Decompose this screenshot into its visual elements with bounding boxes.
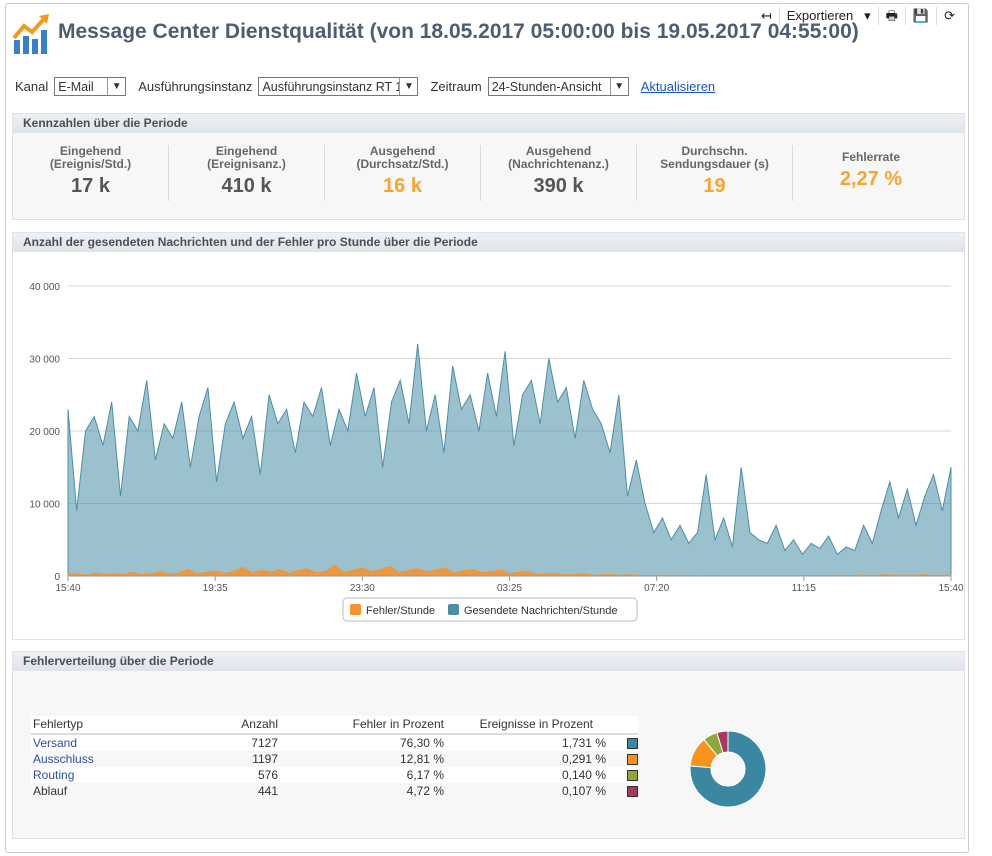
col-header: Ereignisse in Prozent <box>444 716 606 735</box>
error-type-link[interactable]: Versand <box>33 736 78 750</box>
col-header: Anzahl <box>186 716 278 735</box>
y-tick-label: 20 000 <box>29 427 60 438</box>
event-pct-cell: 0,291 % <box>561 752 606 766</box>
event-pct-cell: 0,107 % <box>561 784 606 798</box>
channel-value: E-Mail <box>58 79 94 94</box>
toolbar: ↤ Exportieren ▾ 🖶 💾 ⟳ <box>754 6 962 26</box>
legend-swatch <box>627 738 638 750</box>
legend-label[interactable]: Gesendete Nachrichten/Stunde <box>464 605 618 617</box>
kpi-label: Eingehend (Ereignisanz.) <box>207 144 286 171</box>
messages-chart: 0 10 000 20 000 30 000 40 000 15:40 19:35 23:30… <box>29 282 964 622</box>
channel-label: Kanal <box>15 79 49 94</box>
y-tick-label: 0 <box>54 572 60 583</box>
chart-panel-title: Anzahl der gesendeten Nachrichten und de… <box>13 233 964 252</box>
y-tick-label: 10 000 <box>29 500 60 511</box>
y-tick-label: 30 000 <box>29 355 60 366</box>
refresh-icon[interactable]: ⟳ <box>936 7 962 25</box>
kpi-value: 390 k <box>533 175 584 197</box>
x-tick-label: 15:40 <box>55 583 80 594</box>
back-icon[interactable]: ↤ <box>760 8 772 23</box>
table-row: Ausschluss 1197 12,81 % 0,291 % <box>31 751 638 767</box>
error-donut-chart <box>689 730 767 808</box>
col-header: Fehler in Prozent <box>278 716 444 735</box>
print-icon[interactable]: 🖶 <box>877 7 905 25</box>
kpi-label: Ausgehend (Nachrichtenanz.) <box>508 144 609 171</box>
count-cell: 441 <box>257 784 278 798</box>
legend-swatch <box>627 754 638 766</box>
donut-slice <box>716 730 729 754</box>
x-tick-label: 15:40 <box>938 583 963 594</box>
error-pct-cell: 6,17 % <box>278 767 444 783</box>
report-frame <box>5 3 969 853</box>
error-panel-title: Fehlerverteilung über die Periode <box>13 652 964 671</box>
kpi-label: Fehlerrate <box>841 150 901 164</box>
error-type-link[interactable]: Ausschluss <box>33 752 94 766</box>
kpi-panel-title: Kennzahlen über die Periode <box>13 114 964 133</box>
kpi-value: 2,27 % <box>839 168 903 190</box>
error-pct-cell: 76,30 % <box>278 734 444 751</box>
instance-label: Ausführungsinstanz <box>138 79 253 94</box>
channel-select[interactable]: E-Mail ▼ <box>54 77 127 96</box>
error-pct-cell: 12,81 % <box>399 752 444 766</box>
chart-legend: Fehler/Stunde Gesendete Nachrichten/Stund… <box>342 597 638 622</box>
event-pct-cell: 0,140 % <box>444 767 606 783</box>
kpi-label: Durchschn. Sendungsdauer (s) <box>660 144 769 171</box>
error-type-link: Ablauf <box>33 784 68 798</box>
refresh-link[interactable]: Aktualisieren <box>640 79 716 94</box>
chevron-down-icon: ▼ <box>399 78 417 95</box>
export-button[interactable]: Exportieren ▾ <box>778 7 878 25</box>
table-row: Ablauf 441 4,72 % 0,107 % <box>31 783 638 799</box>
table-row: Routing 576 6,17 % 0,140 % <box>31 767 638 783</box>
count-cell: 7127 <box>186 734 278 751</box>
export-label: Exportieren <box>786 8 854 23</box>
kpi-label: Eingehend (Ereignis/Std.) <box>49 144 132 171</box>
x-tick-label: 03:25 <box>497 583 522 594</box>
legend-swatch <box>350 604 361 615</box>
report-logo-icon <box>12 14 49 54</box>
error-panel: Fehlerverteilung über die Periode Fehler… <box>12 651 965 839</box>
legend-swatch <box>627 770 638 782</box>
kpi-item: Eingehend (Ereignisanz.) 410 k <box>169 145 325 201</box>
save-icon[interactable]: 💾 <box>904 7 936 25</box>
legend-swatch <box>627 786 638 798</box>
table-row: Versand 7127 76,30 % 1,731 % <box>31 734 638 751</box>
legend-label[interactable]: Fehler/Stunde <box>366 605 435 617</box>
chevron-down-icon: ▼ <box>107 78 125 95</box>
count-cell: 1197 <box>252 752 278 766</box>
event-pct-cell: 1,731 % <box>444 734 606 751</box>
x-tick-label: 19:35 <box>203 583 228 594</box>
donut-slice <box>689 730 767 808</box>
kpi-value: 16 k <box>383 175 422 197</box>
x-tick-label: 11:15 <box>792 583 817 594</box>
period-label: Zeitraum <box>430 79 482 94</box>
kpi-label: Ausgehend (Durchsatz/Std.) <box>356 144 449 171</box>
x-tick-label: 07:20 <box>644 583 669 594</box>
chevron-down-icon: ▼ <box>609 78 628 95</box>
period-select[interactable]: 24-Stunden-Ansicht ▼ <box>487 77 629 96</box>
kpi-value: 17 k <box>71 175 110 197</box>
instance-value: Ausführungsinstanz RT 1 <box>262 79 400 94</box>
chart-panel: Anzahl der gesendeten Nachrichten und de… <box>12 232 965 640</box>
count-cell: 576 <box>186 767 278 783</box>
error-type-link[interactable]: Routing <box>33 768 75 782</box>
error-table: Fehlertyp Anzahl Fehler in Prozent Ereig… <box>31 716 638 799</box>
y-tick-label: 40 000 <box>29 282 60 293</box>
kpi-value: 19 <box>703 175 726 197</box>
error-pct-cell: 4,72 % <box>406 784 444 798</box>
page-title: Message Center Dienstqualität (von 18.05… <box>58 20 859 43</box>
sent-messages-area <box>67 343 952 577</box>
kpi-panel: Kennzahlen über die Periode Eingehend (Er… <box>12 113 965 220</box>
kpi-item: Durchschn. Sendungsdauer (s) 19 <box>637 145 793 201</box>
legend-swatch <box>448 604 459 615</box>
col-header: Fehlertyp <box>31 716 186 735</box>
kpi-item: Fehlerrate 2,27 % <box>793 145 949 201</box>
kpi-item: Eingehend (Ereignis/Std.) 17 k <box>13 145 169 201</box>
kpi-item: Ausgehend (Durchsatz/Std.) 16 k <box>325 145 481 201</box>
instance-select[interactable]: Ausführungsinstanz RT 1 ▼ <box>258 77 419 96</box>
kpi-item: Ausgehend (Nachrichtenanz.) 390 k <box>481 145 637 201</box>
period-value: 24-Stunden-Ansicht <box>491 79 602 94</box>
x-tick-label: 23:30 <box>350 583 375 594</box>
filter-bar: Kanal E-Mail ▼ Ausführungsinstanz Ausführ… <box>15 77 715 96</box>
kpi-value: 410 k <box>221 175 272 197</box>
